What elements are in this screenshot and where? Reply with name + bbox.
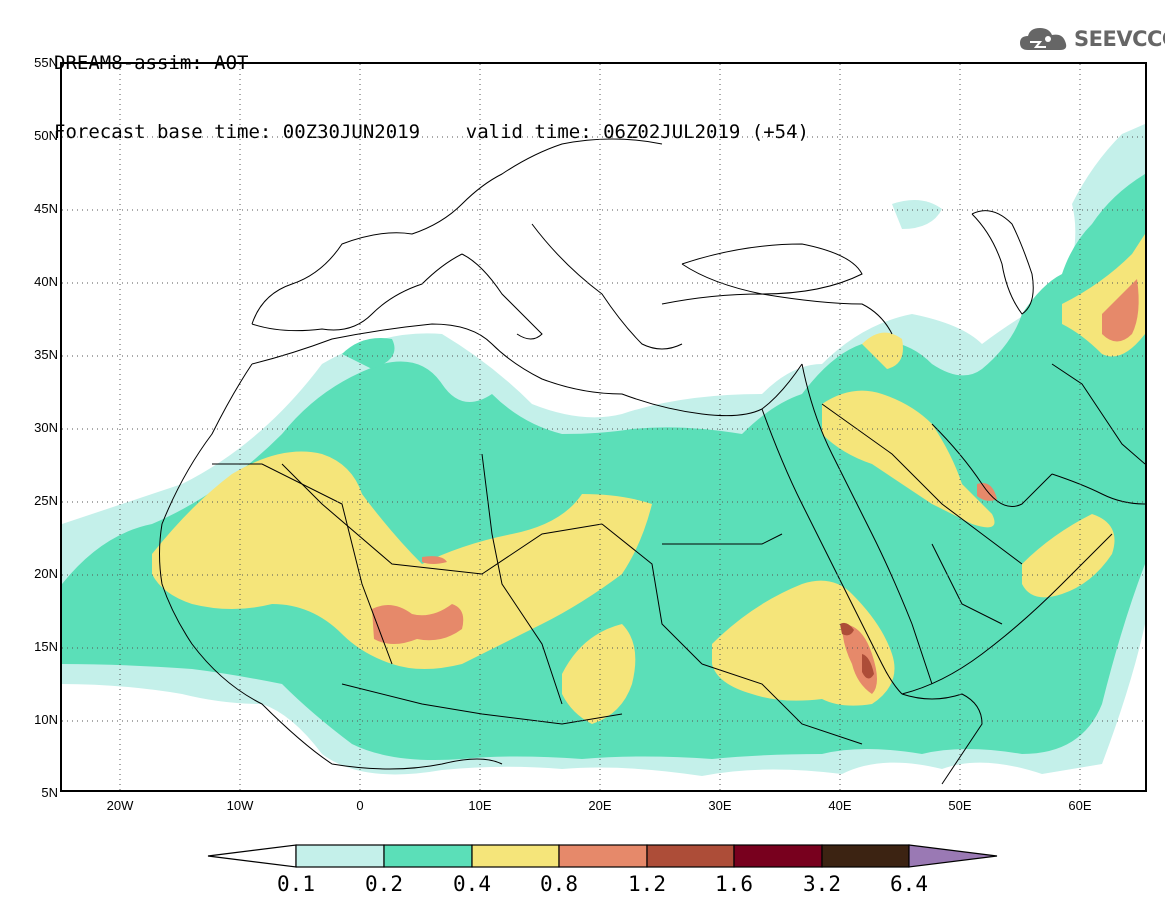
aot-map: [62, 64, 1145, 790]
lat-tick-45n: 45N: [34, 201, 58, 216]
lon-tick-30e: 30E: [708, 798, 732, 813]
colorbar-swatch-5: [733, 844, 823, 868]
lon-tick-20w: 20W: [106, 798, 134, 813]
colorbar-swatch-0: [295, 844, 385, 868]
colorbar-over-arrow: [908, 844, 998, 868]
colorbar-swatch-3: [558, 844, 648, 868]
graticule: [62, 64, 1145, 790]
colorbar-swatch-6: [821, 844, 910, 868]
colorbar-swatch-2: [471, 844, 560, 868]
title-block: DREAM8-assim: AOT Forecast base time: 00…: [54, 6, 809, 167]
colorbar-swatch-4: [646, 844, 735, 868]
lat-tick-35n: 35N: [34, 347, 58, 362]
lon-tick-60e: 60E: [1068, 798, 1092, 813]
lat-tick-20n: 20N: [34, 566, 58, 581]
lat-tick-15n: 15N: [34, 639, 58, 654]
colorbar-label-4: 1.2: [628, 872, 666, 896]
lon-tick-10w: 10W: [226, 798, 254, 813]
colorbar-label-7: 6.4: [890, 872, 928, 896]
lat-tick-5n: 5N: [41, 785, 58, 800]
colorbar-label-2: 0.4: [453, 872, 491, 896]
lat-tick-55n: 55N: [34, 55, 58, 70]
lat-tick-50n: 50N: [34, 128, 58, 143]
lat-tick-25n: 25N: [34, 493, 58, 508]
lat-tick-40n: 40N: [34, 274, 58, 289]
lat-tick-10n: 10N: [34, 712, 58, 727]
colorbar-label-1: 0.2: [365, 872, 403, 896]
lat-tick-30n: 30N: [34, 420, 58, 435]
cloud-icon: [1020, 28, 1067, 50]
colorbar: [207, 844, 998, 868]
seevccc-logo: SEEVCCC: [1018, 24, 1165, 54]
logo-text: SEEVCCC: [1074, 27, 1165, 51]
lon-tick-50e: 50E: [948, 798, 972, 813]
lon-tick-10e: 10E: [468, 798, 492, 813]
colorbar-label-6: 3.2: [803, 872, 841, 896]
colorbar-swatch-1: [383, 844, 473, 868]
colorbar-under-arrow: [207, 844, 297, 868]
colorbar-label-0: 0.1: [277, 872, 315, 896]
map-frame: [60, 62, 1147, 792]
lon-tick-20e: 20E: [588, 798, 612, 813]
aot-field-1.2: [840, 622, 874, 679]
aot-field-0.4: [152, 234, 1145, 724]
lon-tick-40e: 40E: [828, 798, 852, 813]
colorbar-label-3: 0.8: [540, 872, 578, 896]
lon-tick-0: 0: [356, 798, 364, 813]
colorbar-label-5: 1.6: [715, 872, 753, 896]
forecast-times: Forecast base time: 00Z30JUN2019 valid t…: [54, 121, 809, 143]
